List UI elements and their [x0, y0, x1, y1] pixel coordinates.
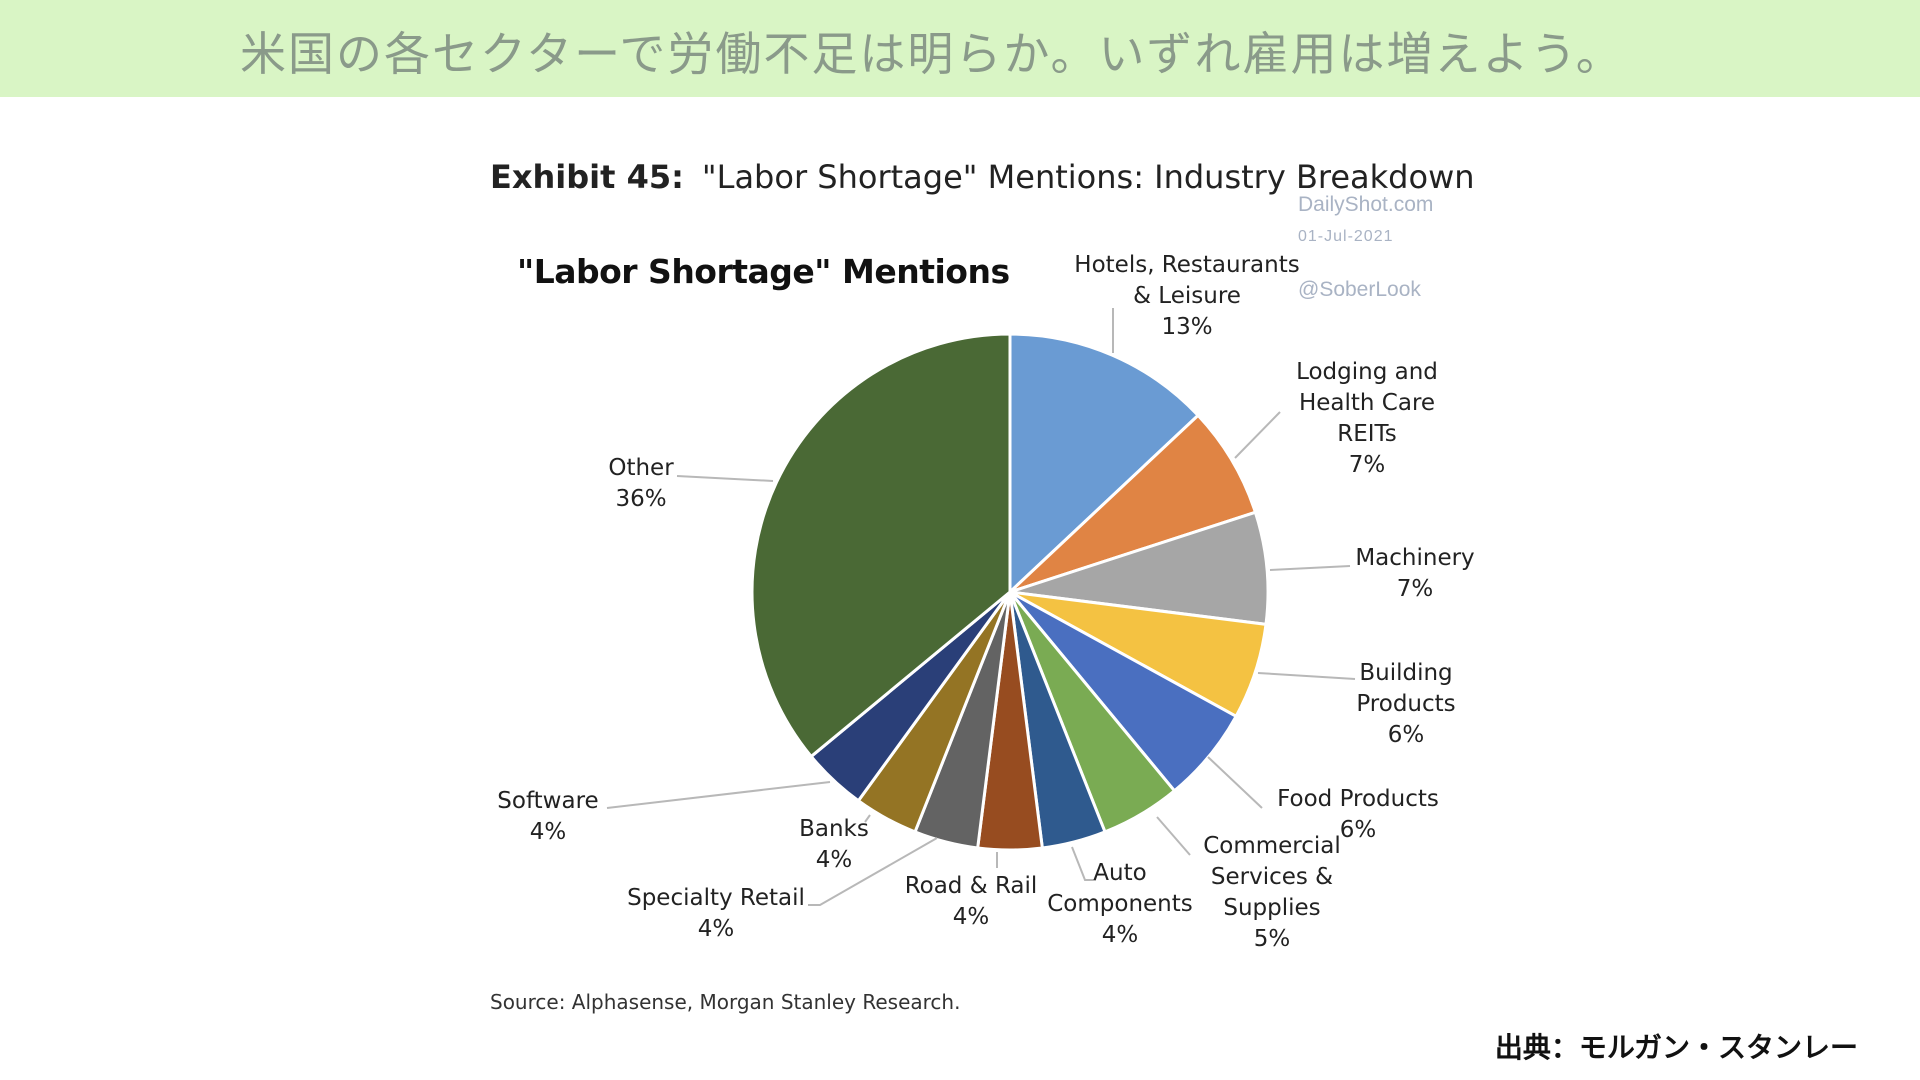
slice-name: Auto: [1093, 860, 1146, 886]
slice-percent: 4%: [816, 847, 853, 873]
slice-percent: 13%: [1161, 314, 1212, 340]
slice-name: Machinery: [1355, 545, 1474, 571]
slice-name: Other: [608, 455, 674, 481]
slice-percent: 36%: [615, 486, 666, 512]
slice-label-1: Lodging and Health Care REITs 7%: [1296, 359, 1438, 478]
slice-label-8: Specialty Retail 4%: [627, 885, 805, 942]
leader-line-5: [1156, 816, 1191, 856]
slice-label-4: Food Products 6%: [1277, 786, 1439, 843]
slice-name: Hotels, Restaurants: [1074, 252, 1299, 278]
slice-name: Banks: [799, 816, 869, 842]
slice-percent: 7%: [1397, 576, 1434, 602]
slice-percent: 5%: [1254, 926, 1291, 952]
slice-percent: 4%: [530, 819, 567, 845]
slice-percent: 6%: [1340, 817, 1377, 843]
pie-slice-0: [1008, 332, 1201, 596]
slice-name: Lodging and: [1296, 359, 1438, 385]
leader-line-4: [1207, 756, 1263, 809]
title-banner: 米国の各セクターで労働不足は明らか。いずれ雇用は増えよう。: [0, 0, 1920, 97]
pie-slice-11: [750, 332, 1012, 759]
pie-slice-1: [1008, 413, 1258, 594]
slice-label-9: Banks 4%: [799, 816, 869, 873]
chart-title: "Labor Shortage" Mentions: [517, 252, 1010, 291]
slice-name: Food Products: [1277, 786, 1439, 812]
slice-name: Road & Rail: [905, 873, 1038, 899]
leader-line-11: [676, 475, 774, 482]
leader-line-8: [808, 837, 938, 906]
leader-line-3: [1257, 672, 1356, 680]
slice-label-7: Road & Rail 4%: [905, 873, 1038, 930]
slice-percent: 4%: [953, 904, 990, 930]
leader-line-10: [606, 781, 831, 809]
leader-line-9: [864, 814, 871, 823]
slice-name: Supplies: [1223, 895, 1320, 921]
banner-title: 米国の各セクターで労働不足は明らか。いずれ雇用は増えよう。: [240, 27, 1624, 81]
slice-label-2: Machinery 7%: [1355, 545, 1474, 602]
slice-label-6: Auto Components 4%: [1047, 860, 1193, 948]
slice-name: Health Care: [1299, 390, 1435, 416]
watermark-date: 01-Jul-2021: [1298, 228, 1394, 245]
slice-percent: 6%: [1388, 722, 1425, 748]
slice-name: & Leisure: [1133, 283, 1241, 309]
slice-label-3: Building Products 6%: [1356, 660, 1455, 748]
exhibit-heading: Exhibit 45: "Labor Shortage" Mentions: In…: [490, 158, 1475, 196]
slice-percent: 7%: [1349, 452, 1386, 478]
slice-label-11: Other 36%: [608, 455, 674, 512]
slice-label-5: Commercial Services & Supplies 5%: [1203, 833, 1341, 952]
slice-label-0: Hotels, Restaurants & Leisure 13%: [1074, 252, 1299, 340]
leader-line-2: [1269, 565, 1351, 571]
slice-name: Services &: [1211, 864, 1333, 890]
slice-name: REITs: [1337, 421, 1397, 447]
leader-line-1: [1234, 411, 1281, 459]
slice-name: Specialty Retail: [627, 885, 805, 911]
exhibit-number: Exhibit 45:: [490, 158, 684, 196]
slice-name: Commercial: [1203, 833, 1341, 859]
watermark-handle: @SoberLook: [1298, 278, 1421, 301]
slice-name: Building: [1359, 660, 1452, 686]
leader-line-6: [1071, 846, 1096, 881]
slice-label-10: Software 4%: [497, 788, 598, 845]
exhibit-title: "Labor Shortage" Mentions: Industry Brea…: [701, 158, 1475, 196]
slice-name: Components: [1047, 891, 1193, 917]
watermark-site: DailyShot.com: [1298, 193, 1434, 216]
source-note: Source: Alphasense, Morgan Stanley Resea…: [490, 990, 961, 1014]
slice-name: Software: [497, 788, 598, 814]
slice-name: Products: [1356, 691, 1455, 717]
slice-percent: 4%: [1102, 922, 1139, 948]
pie-slice-2: [1009, 510, 1270, 627]
credit-note: 出典：モルガン・スタンレー: [1494, 1031, 1858, 1064]
slice-percent: 4%: [698, 916, 735, 942]
